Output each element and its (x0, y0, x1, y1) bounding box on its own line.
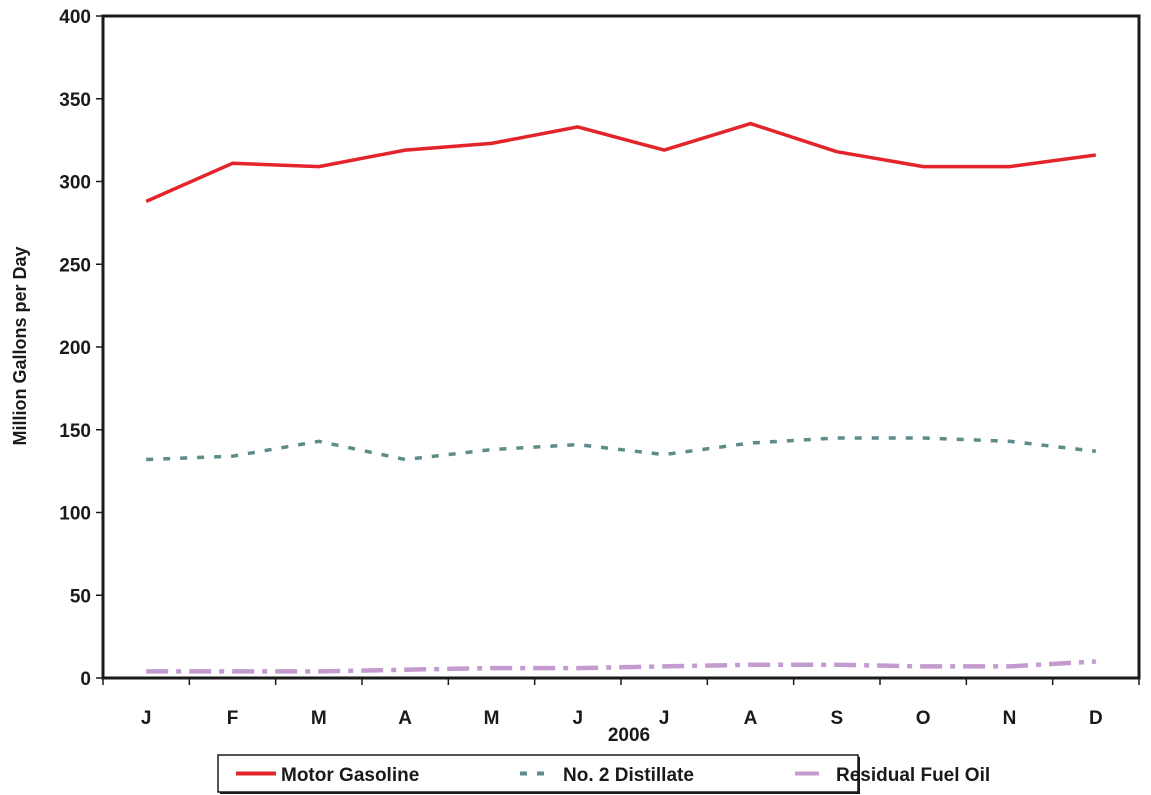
y-axis-title: Million Gallons per Day (10, 246, 30, 445)
x-tick-label: J (573, 708, 584, 729)
x-tick-label: F (227, 708, 239, 729)
x-tick-label: A (398, 708, 412, 729)
data-point (576, 443, 580, 447)
data-point (576, 666, 580, 670)
data-point (490, 141, 494, 145)
data-point (835, 663, 839, 667)
data-point (921, 165, 925, 169)
data-point (403, 668, 407, 672)
data-point (835, 150, 839, 154)
data-point (1008, 664, 1012, 668)
x-tick-label: S (830, 708, 843, 729)
x-tick-label: N (1003, 708, 1017, 729)
y-tick-label: 400 (59, 7, 91, 28)
data-point (144, 669, 148, 673)
plot-border (101, 14, 1141, 680)
series-line (145, 121, 1097, 204)
data-point (317, 439, 321, 443)
data-point (231, 161, 235, 165)
data-point (662, 148, 666, 152)
data-point (749, 441, 753, 445)
data-point (490, 448, 494, 452)
x-tick-label: M (484, 708, 500, 729)
data-point (576, 125, 580, 129)
x-tick-label: J (659, 708, 670, 729)
data-point (835, 436, 839, 440)
legend-label: No. 2 Distillate (563, 765, 694, 786)
data-point (403, 458, 407, 462)
x-tick-label: M (311, 708, 327, 729)
y-tick-label: 0 (80, 669, 91, 690)
data-point (403, 148, 407, 152)
data-point (490, 666, 494, 670)
y-tick-label: 50 (70, 586, 91, 607)
x-tick-label: A (744, 708, 758, 729)
data-point (317, 165, 321, 169)
data-point (921, 664, 925, 668)
x-tick-label: J (141, 708, 152, 729)
data-point (231, 454, 235, 458)
y-tick-label: 250 (59, 255, 91, 276)
legend-label: Residual Fuel Oil (836, 765, 990, 786)
data-point (1094, 153, 1098, 157)
data-point (662, 453, 666, 457)
series-layer (144, 121, 1098, 674)
data-point (231, 669, 235, 673)
x-axis-title: 2006 (608, 725, 650, 746)
data-point (317, 669, 321, 673)
data-point (1008, 439, 1012, 443)
data-point (749, 122, 753, 126)
y-tick-label: 150 (59, 421, 91, 442)
data-point (749, 663, 753, 667)
y-tick-label: 300 (59, 173, 91, 194)
series-line (146, 659, 1096, 674)
plot-frame (101, 14, 1141, 680)
y-tick-label: 350 (59, 90, 91, 111)
data-point (144, 458, 148, 462)
x-tick-label: D (1089, 708, 1103, 729)
y-tick-label: 100 (59, 504, 91, 525)
y-axis: 0 50 100 150 200 250 300 350 400 (59, 7, 103, 690)
x-tick-label: O (916, 708, 931, 729)
data-point (662, 664, 666, 668)
legend-label: Motor Gasoline (281, 765, 419, 786)
series-line (146, 436, 1097, 462)
data-point (1008, 165, 1012, 169)
data-point (1094, 449, 1098, 453)
legend: Motor Gasoline No. 2 Distillate Residual F… (217, 754, 990, 794)
y-tick-label: 200 (59, 338, 91, 359)
data-point (921, 436, 925, 440)
data-point (144, 199, 148, 203)
data-point (1094, 659, 1098, 663)
